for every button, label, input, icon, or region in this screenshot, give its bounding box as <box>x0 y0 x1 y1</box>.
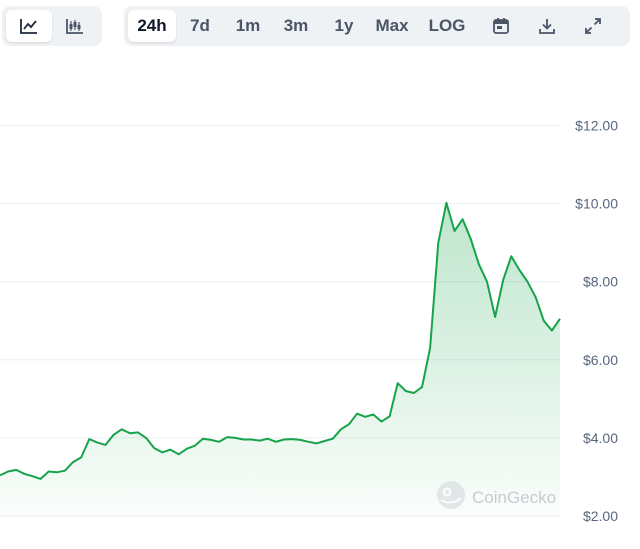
download-icon <box>538 17 556 35</box>
watermark-text: CoinGecko <box>472 487 557 507</box>
y-tick-label: $4.00 <box>583 430 618 446</box>
range-1m-button[interactable]: 1m <box>235 16 261 35</box>
price-area-fill <box>0 202 560 517</box>
y-tick-label: $2.00 <box>583 508 618 524</box>
price-line <box>0 201 561 480</box>
coingecko-watermark: CoinGecko <box>436 480 556 515</box>
coingecko-logo-icon <box>436 480 466 515</box>
range-3m-button[interactable]: 3m <box>283 16 309 35</box>
log-scale-button[interactable]: LOG <box>428 16 466 35</box>
expand-icon <box>584 17 602 35</box>
time-range-toolbar: 24h 7d 1m 3m 1y Max LOG <box>124 6 630 46</box>
range-7d-button[interactable]: 7d <box>190 16 210 35</box>
candlestick-chart-icon <box>65 17 85 35</box>
range-24h-button[interactable]: 24h <box>128 10 176 42</box>
price-chart-svg: $12.00 $10.00 $8.00 $6.00 $4.00 $2.00 <box>0 118 618 524</box>
range-max-button[interactable]: Max <box>375 16 409 35</box>
candlestick-chart-button[interactable] <box>52 10 98 42</box>
calendar-button[interactable] <box>478 10 524 42</box>
y-tick-label: $10.00 <box>575 196 618 212</box>
range-1y-button[interactable]: 1y <box>334 16 354 35</box>
download-button[interactable] <box>524 10 570 42</box>
y-tick-label: $8.00 <box>583 274 618 290</box>
calendar-icon <box>492 17 510 35</box>
line-chart-button[interactable] <box>6 10 52 42</box>
line-chart-icon <box>19 17 39 35</box>
chart-type-toggle <box>2 6 102 46</box>
y-tick-label: $12.00 <box>575 118 618 134</box>
expand-button[interactable] <box>570 10 616 42</box>
price-chart[interactable]: $12.00 $10.00 $8.00 $6.00 $4.00 $2.00 CoinGec… <box>0 60 640 549</box>
y-tick-label: $6.00 <box>583 352 618 368</box>
